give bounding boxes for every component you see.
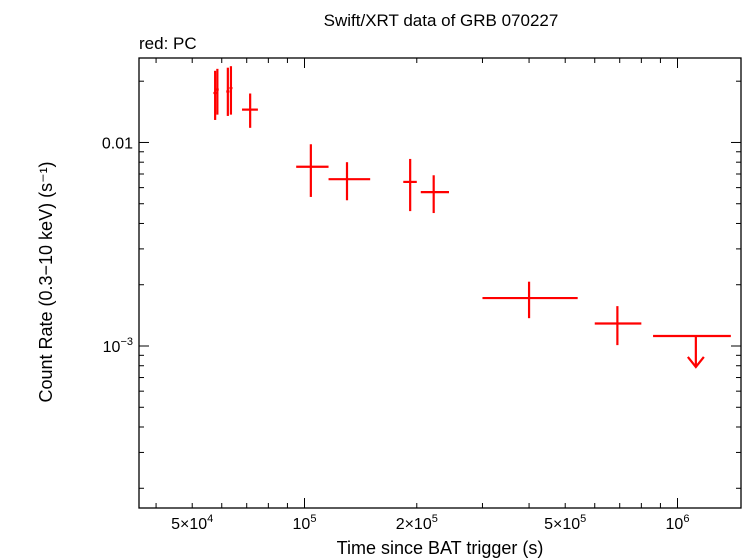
data-point — [242, 93, 258, 128]
data-point — [229, 66, 233, 115]
x-axis-label: Time since BAT trigger (s) — [337, 538, 544, 558]
chart-title: Swift/XRT data of GRB 070227 — [324, 11, 559, 30]
y-tick-label: 10−3 — [103, 336, 133, 356]
y-tick-label: 0.01 — [102, 135, 133, 152]
mode-annotation: red: PC — [139, 34, 197, 53]
data-point — [403, 158, 417, 212]
y-axis-label: Count Rate (0.3−10 keV) (s⁻¹) — [36, 161, 56, 402]
data-point — [328, 162, 371, 201]
data-point — [226, 67, 230, 116]
x-tick-label: 5×104 — [171, 513, 213, 533]
x-tick-label: 106 — [666, 513, 690, 533]
plot-frame — [138, 57, 742, 509]
data-point — [213, 70, 217, 120]
data-point — [594, 306, 642, 346]
down-arrow-icon — [686, 356, 705, 369]
data-point — [482, 281, 578, 319]
upper-limit — [653, 334, 731, 369]
data-point — [296, 144, 329, 197]
x-tick-label: 5×105 — [544, 513, 586, 533]
data-point — [215, 68, 219, 115]
data-point — [420, 175, 449, 214]
axis-ticks — [139, 58, 741, 508]
x-tick-label: 105 — [293, 513, 317, 533]
tick-labels: 5×104 105 2×105 5×105 106 0.01 10−3 — [102, 135, 690, 533]
plot-marks — [213, 66, 731, 369]
x-tick-label: 2×105 — [396, 513, 438, 533]
